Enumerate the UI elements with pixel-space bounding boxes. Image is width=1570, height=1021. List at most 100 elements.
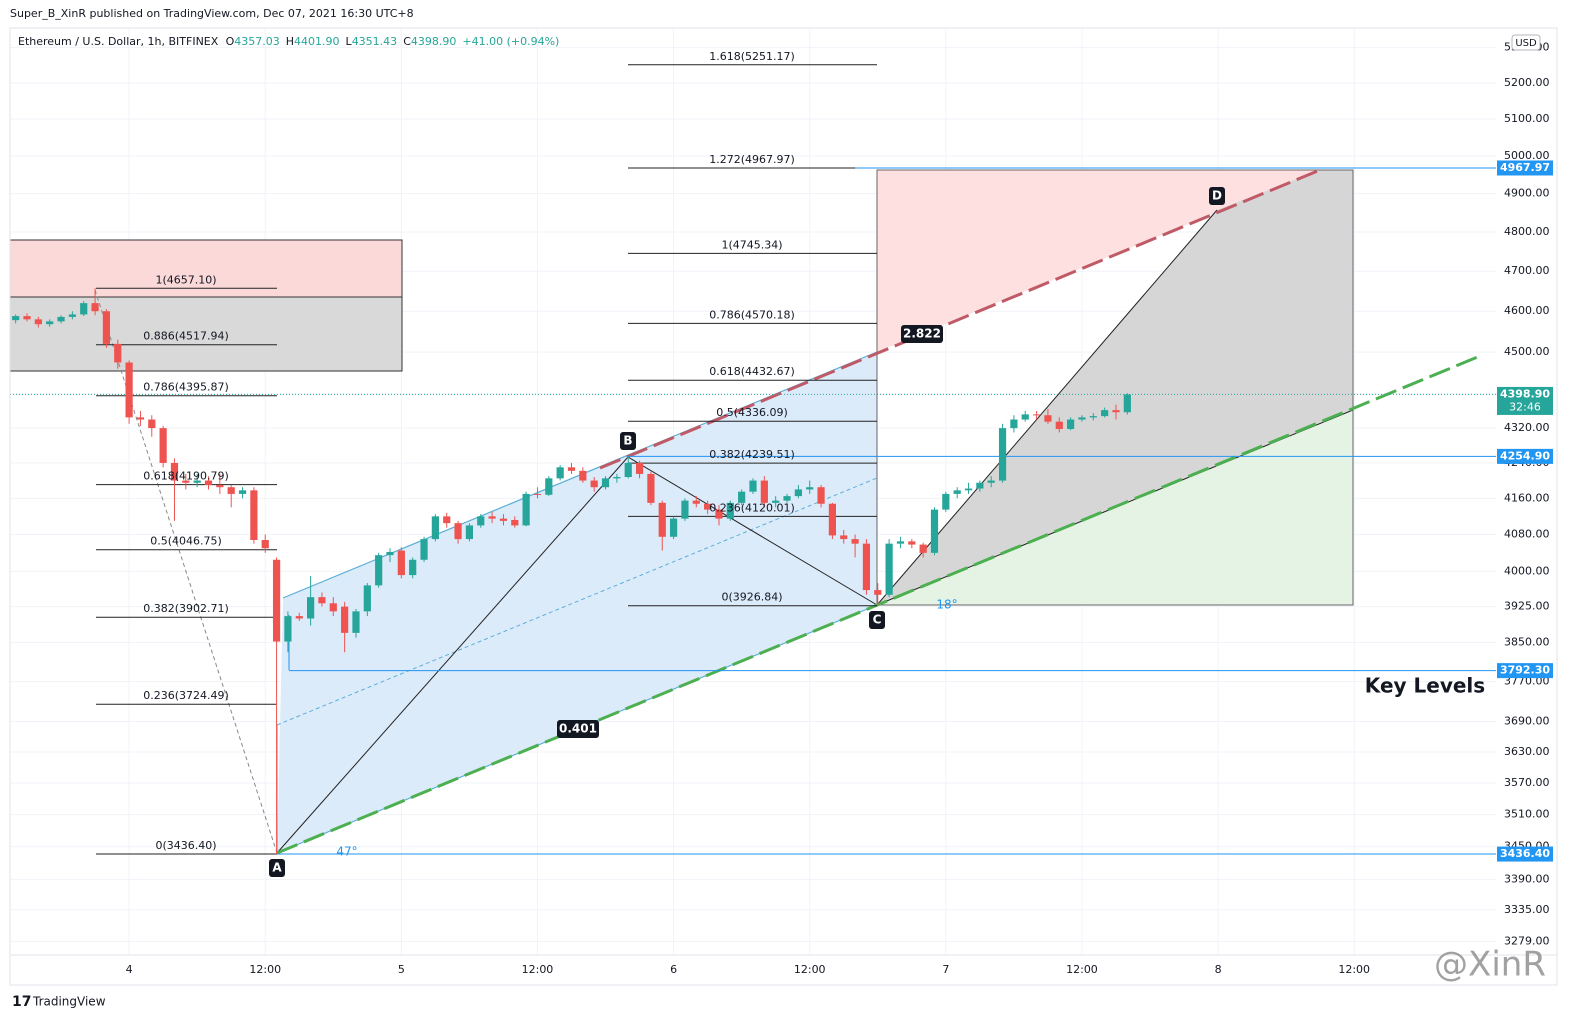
y-tick-label: 4320.00 — [1504, 421, 1550, 434]
candle-body — [908, 541, 916, 545]
ratio-box — [557, 720, 599, 738]
fib-label: 1.618(5251.17) — [709, 50, 795, 63]
price-label: 4398.90 — [1500, 387, 1550, 400]
candle-body — [749, 480, 757, 492]
candle-body — [1032, 414, 1041, 416]
candle-body — [1021, 414, 1029, 420]
candle-body — [136, 417, 145, 420]
point-box — [1209, 187, 1225, 205]
fib-label: 0(3926.84) — [721, 591, 782, 604]
fib-label: 0.5(4336.09) — [716, 406, 788, 419]
candle-body — [783, 496, 791, 501]
candle-body — [1101, 410, 1109, 417]
candle-body — [806, 487, 814, 490]
price-label-box — [1497, 160, 1553, 176]
point-label: A — [272, 861, 282, 875]
candle-body — [114, 343, 122, 363]
candle-body — [579, 470, 587, 481]
candle-body — [23, 316, 31, 320]
candle-body — [885, 543, 893, 595]
fib-diagonal — [94, 289, 278, 854]
legend-value: 4398.90 — [411, 35, 457, 48]
legend-key: H — [286, 35, 294, 48]
projection-box — [876, 169, 1354, 606]
candle-body — [1044, 415, 1052, 422]
candle-body — [601, 478, 610, 488]
candle-body — [1067, 419, 1075, 429]
candle-body — [375, 555, 383, 586]
x-tick-label: 7 — [942, 963, 949, 976]
candle-body — [80, 303, 88, 315]
candle-body — [874, 590, 882, 595]
candle-body — [772, 500, 780, 503]
channel-mid — [276, 477, 878, 726]
x-tick-label: 12:00 — [249, 963, 281, 976]
fib-label: 0.786(4395.87) — [143, 381, 229, 394]
y-tick-label: 3335.00 — [1504, 903, 1550, 916]
brand: TradingView — [32, 995, 106, 1009]
candle-body — [431, 516, 439, 540]
candle-body — [318, 597, 326, 604]
y-tick-label: 4800.00 — [1504, 225, 1550, 238]
y-tick-label: 4500.00 — [1504, 345, 1550, 358]
candle-body — [794, 489, 802, 497]
candle-body — [624, 462, 632, 478]
candle-body — [953, 490, 961, 494]
candle-body — [545, 478, 553, 495]
candle-body — [1010, 419, 1018, 429]
candle-body — [182, 480, 190, 483]
candle-body — [1055, 421, 1063, 429]
candle-body — [148, 419, 156, 429]
candle-body — [488, 516, 496, 519]
y-tick-label: 4160.00 — [1504, 491, 1550, 504]
point-label: B — [623, 434, 632, 448]
candle-body — [477, 516, 485, 526]
legend-value: 4351.43 — [352, 35, 398, 48]
candle-body — [261, 539, 269, 549]
legend-key: O — [226, 35, 235, 48]
candle-body — [1078, 417, 1086, 420]
price-label: 4967.97 — [1500, 161, 1550, 174]
candle-body — [919, 544, 927, 553]
fib-label: 0.236(3724.49) — [143, 689, 229, 702]
fib-label: 0.886(4517.94) — [143, 330, 229, 343]
fib-label: 0.786(4570.18) — [709, 308, 795, 321]
candle-body — [329, 603, 337, 612]
support-dashed — [276, 354, 1481, 855]
candle-body — [204, 480, 213, 485]
price-label-box — [1497, 663, 1553, 679]
candle-body — [851, 539, 859, 544]
candle-body — [420, 539, 428, 560]
price-label-box — [1497, 846, 1553, 862]
countdown: 32:46 — [1509, 400, 1541, 413]
candle-body — [295, 616, 303, 619]
candle-body — [964, 488, 973, 491]
price-label-box — [1497, 448, 1553, 464]
frame — [9, 27, 1558, 986]
fib-label: 1.272(4967.97) — [709, 153, 795, 166]
candle-body — [159, 428, 167, 463]
candle-body — [386, 551, 394, 556]
y-tick-label: 4600.00 — [1504, 304, 1550, 317]
y-tick-label: 3390.00 — [1504, 872, 1550, 885]
resistance-dashed — [599, 168, 1321, 470]
candle-body — [57, 316, 65, 322]
y-tick-label: 5200.00 — [1504, 76, 1550, 89]
legend-value: 4401.90 — [294, 35, 340, 48]
candle-body — [34, 319, 42, 325]
angle-label: 18° — [936, 598, 957, 612]
candle-body — [738, 491, 746, 503]
x-tick-label: 12:00 — [1338, 963, 1370, 976]
candle-body — [715, 509, 723, 519]
candle-body — [692, 500, 700, 504]
candle-body — [567, 467, 576, 471]
y-tick-label: 4700.00 — [1504, 264, 1550, 277]
candle-body — [704, 503, 712, 510]
candle-body — [840, 535, 848, 540]
brand-logo: 17 — [12, 994, 31, 1010]
legend-key: C — [403, 35, 411, 48]
y-tick-label: 3279.00 — [1504, 934, 1550, 947]
candle-body — [46, 321, 54, 325]
labels: 1(4657.10) 0.886(4517.94) 0.786(4395.87) 0.… — [143, 50, 1225, 877]
candle-body — [102, 311, 111, 344]
